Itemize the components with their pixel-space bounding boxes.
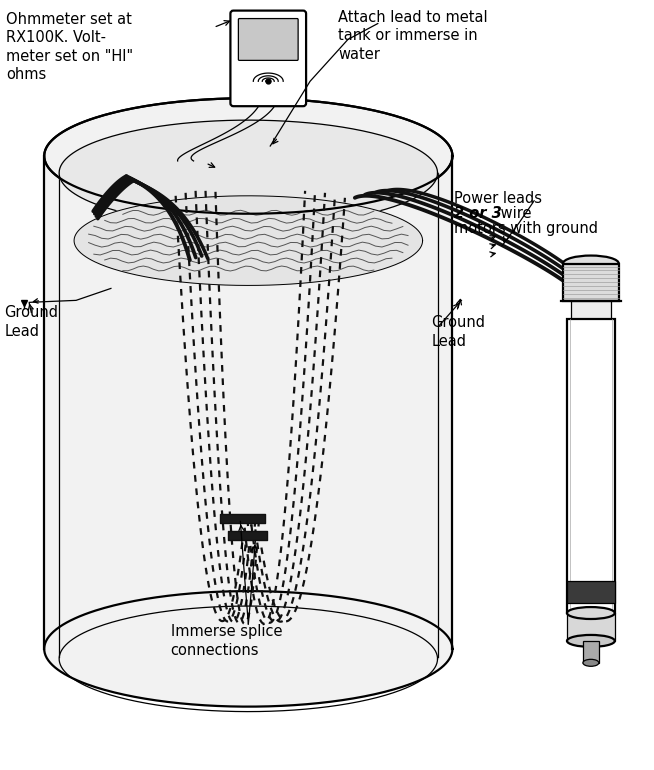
Bar (567, 320, 615, 613)
Text: 2 or 3: 2 or 3 (455, 206, 502, 221)
Text: wire: wire (496, 206, 532, 221)
Bar (583, 641, 599, 663)
Polygon shape (44, 156, 453, 649)
Text: Ground
Lead: Ground Lead (5, 306, 58, 339)
Polygon shape (44, 591, 453, 707)
Text: motors with ground: motors with ground (455, 221, 598, 236)
Ellipse shape (563, 256, 619, 272)
Bar (563, 263, 619, 301)
FancyBboxPatch shape (230, 11, 306, 106)
Ellipse shape (567, 635, 615, 647)
Text: Immerse splice
connections: Immerse splice connections (171, 624, 282, 658)
Text: Ground
Lead: Ground Lead (432, 315, 485, 349)
Polygon shape (44, 591, 453, 707)
Text: Ohmmeter set at
RX100K. Volt-
meter set on "HI"
ohms: Ohmmeter set at RX100K. Volt- meter set … (7, 12, 133, 82)
Bar (220, 514, 266, 524)
Polygon shape (44, 99, 453, 214)
Polygon shape (59, 120, 438, 226)
Bar (567, 613, 615, 641)
Ellipse shape (567, 607, 615, 619)
Text: Attach lead to metal
tank or immerse in
water: Attach lead to metal tank or immerse in … (338, 9, 488, 62)
FancyBboxPatch shape (238, 18, 298, 60)
Bar (567, 581, 615, 603)
Polygon shape (74, 196, 422, 286)
Bar (228, 531, 267, 541)
Ellipse shape (583, 659, 599, 666)
Bar (571, 301, 611, 320)
Text: Power leads: Power leads (455, 191, 542, 206)
